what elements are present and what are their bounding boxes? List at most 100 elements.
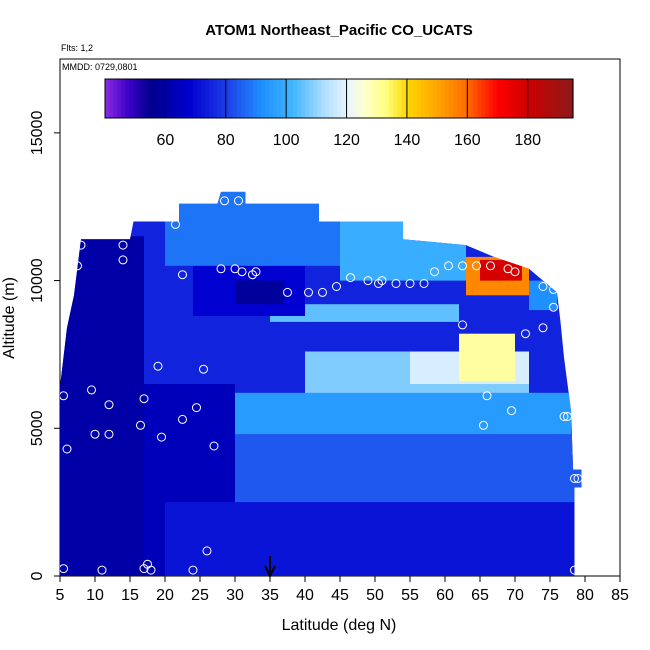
x-tick-label-8: 45 <box>331 587 349 604</box>
colorbar-cell-46 <box>289 79 294 118</box>
measurement-point-11 <box>157 432 166 442</box>
colorbar-cell-87 <box>453 79 458 118</box>
colorbar-cell-74 <box>401 79 406 118</box>
colorbar-cell-18 <box>177 79 182 118</box>
measurement-point-19 <box>153 361 163 371</box>
x-tick-label-13: 70 <box>506 587 524 604</box>
colorbar-cell-9 <box>141 79 146 118</box>
y-tick-label-3: 15000 <box>29 111 46 156</box>
colorbar-cell-39 <box>261 79 266 118</box>
colorbar-cell-56 <box>329 79 334 118</box>
colorbar-cell-49 <box>301 79 306 118</box>
measurement-point-45 <box>430 267 439 277</box>
x-tick-label-1: 10 <box>86 587 104 604</box>
colorbar-tick-label-3: 120 <box>333 132 360 149</box>
colorbar-cell-55 <box>325 79 330 118</box>
measurement-point-17 <box>104 400 114 410</box>
colorbar-cell-19 <box>181 79 186 118</box>
measurement-point-51 <box>510 267 520 277</box>
measurement-point-29 <box>237 267 247 277</box>
measurement-point-0 <box>60 564 68 574</box>
measurement-point-6 <box>202 546 212 556</box>
measurement-point-22 <box>76 240 86 250</box>
measurement-point-43 <box>405 279 415 288</box>
measurement-point-25 <box>171 219 180 229</box>
colorbar-tick-label-4: 140 <box>394 132 421 149</box>
x-tick-label-3: 20 <box>156 587 174 604</box>
colorbar-cell-86 <box>449 79 454 118</box>
colorbar-tick-label-5: 160 <box>454 132 481 149</box>
colorbar-cell-99 <box>501 79 506 118</box>
measurement-point-49 <box>486 261 495 271</box>
colorbar-cell-78 <box>417 79 422 118</box>
colorbar-cell-40 <box>265 79 270 118</box>
colorbar-cell-81 <box>429 79 434 118</box>
colorbar-cell-47 <box>293 79 298 118</box>
colorbar-cell-116 <box>569 79 574 118</box>
y-axis: 0 5000 10000 15000 <box>29 111 60 580</box>
colorbar-cell-106 <box>529 79 534 118</box>
measurement-point-1 <box>97 565 107 575</box>
colorbar-cell-3 <box>117 79 122 118</box>
dates-label: MMDD: 0729,0801 <box>62 62 138 72</box>
colorbar-cell-48 <box>297 79 302 118</box>
colorbar-cell-28 <box>217 79 222 118</box>
field-region-4 <box>235 434 582 503</box>
colorbar-cell-91 <box>469 79 474 118</box>
colorbar-cell-79 <box>421 79 426 118</box>
colorbar-cell-2 <box>113 79 118 118</box>
measurement-point-31 <box>251 267 261 277</box>
colorbar-cell-6 <box>129 79 134 118</box>
measurement-point-33 <box>234 196 243 206</box>
colorbar-cell-107 <box>533 79 538 118</box>
colorbar-frame <box>104 78 574 119</box>
measurement-point-38 <box>346 273 355 283</box>
measurement-point-24 <box>118 240 128 250</box>
colorbar-cell-67 <box>373 79 378 118</box>
colorbar-cell-82 <box>433 79 438 118</box>
measurement-point-44 <box>419 279 429 288</box>
colorbar-cell-37 <box>253 79 258 118</box>
y-tick-label-1: 5000 <box>29 410 46 446</box>
colorbar-cell-115 <box>565 79 570 118</box>
colorbar-cell-95 <box>485 79 490 118</box>
colorbar-cell-77 <box>413 79 418 118</box>
measurement-point-10 <box>136 420 145 430</box>
colorbar-cell-62 <box>353 79 358 118</box>
colorbar-cell-73 <box>397 79 402 118</box>
colorbar-cell-84 <box>441 79 446 118</box>
colorbar-cell-22 <box>193 79 198 118</box>
colorbar-cell-0 <box>105 79 110 118</box>
colorbar-cell-4 <box>121 79 126 118</box>
x-tick-label-10: 55 <box>401 587 419 604</box>
measurement-point-56 <box>521 329 530 339</box>
measurement-point-63 <box>570 474 579 483</box>
field-region-5 <box>235 392 571 435</box>
measurement-point-42 <box>391 279 401 288</box>
measurement-point-35 <box>304 287 313 297</box>
colorbar-cell-92 <box>473 79 478 118</box>
colorbar-cell-108 <box>537 79 542 118</box>
colorbar-tick-label-1: 80 <box>217 132 235 149</box>
colorbar-cell-5 <box>125 79 130 118</box>
field-region-11 <box>235 280 284 305</box>
colorbar-cell-97 <box>493 79 498 118</box>
colorbar-cell-26 <box>209 79 214 118</box>
colorbar-cell-71 <box>389 79 394 118</box>
colorbar-cell-36 <box>249 79 254 118</box>
colorbar-tick-label-0: 60 <box>156 132 174 149</box>
colorbar-cell-24 <box>201 79 206 118</box>
colorbar-cell-57 <box>333 79 338 118</box>
colorbar-cell-72 <box>393 79 398 118</box>
measurement-point-14 <box>209 441 219 451</box>
colorbar-cell-8 <box>137 79 142 118</box>
measurement-point-37 <box>332 282 341 291</box>
measurement-point-41 <box>377 276 387 286</box>
x-axis-label: Latitude (deg N) <box>282 617 397 634</box>
colorbar-cell-94 <box>481 79 486 118</box>
colorbar-cell-20 <box>185 79 190 118</box>
colorbar-cell-103 <box>517 79 522 118</box>
colorbar-cell-42 <box>273 79 278 118</box>
measurement-point-7 <box>62 444 72 454</box>
colorbar-cell-96 <box>489 79 494 118</box>
